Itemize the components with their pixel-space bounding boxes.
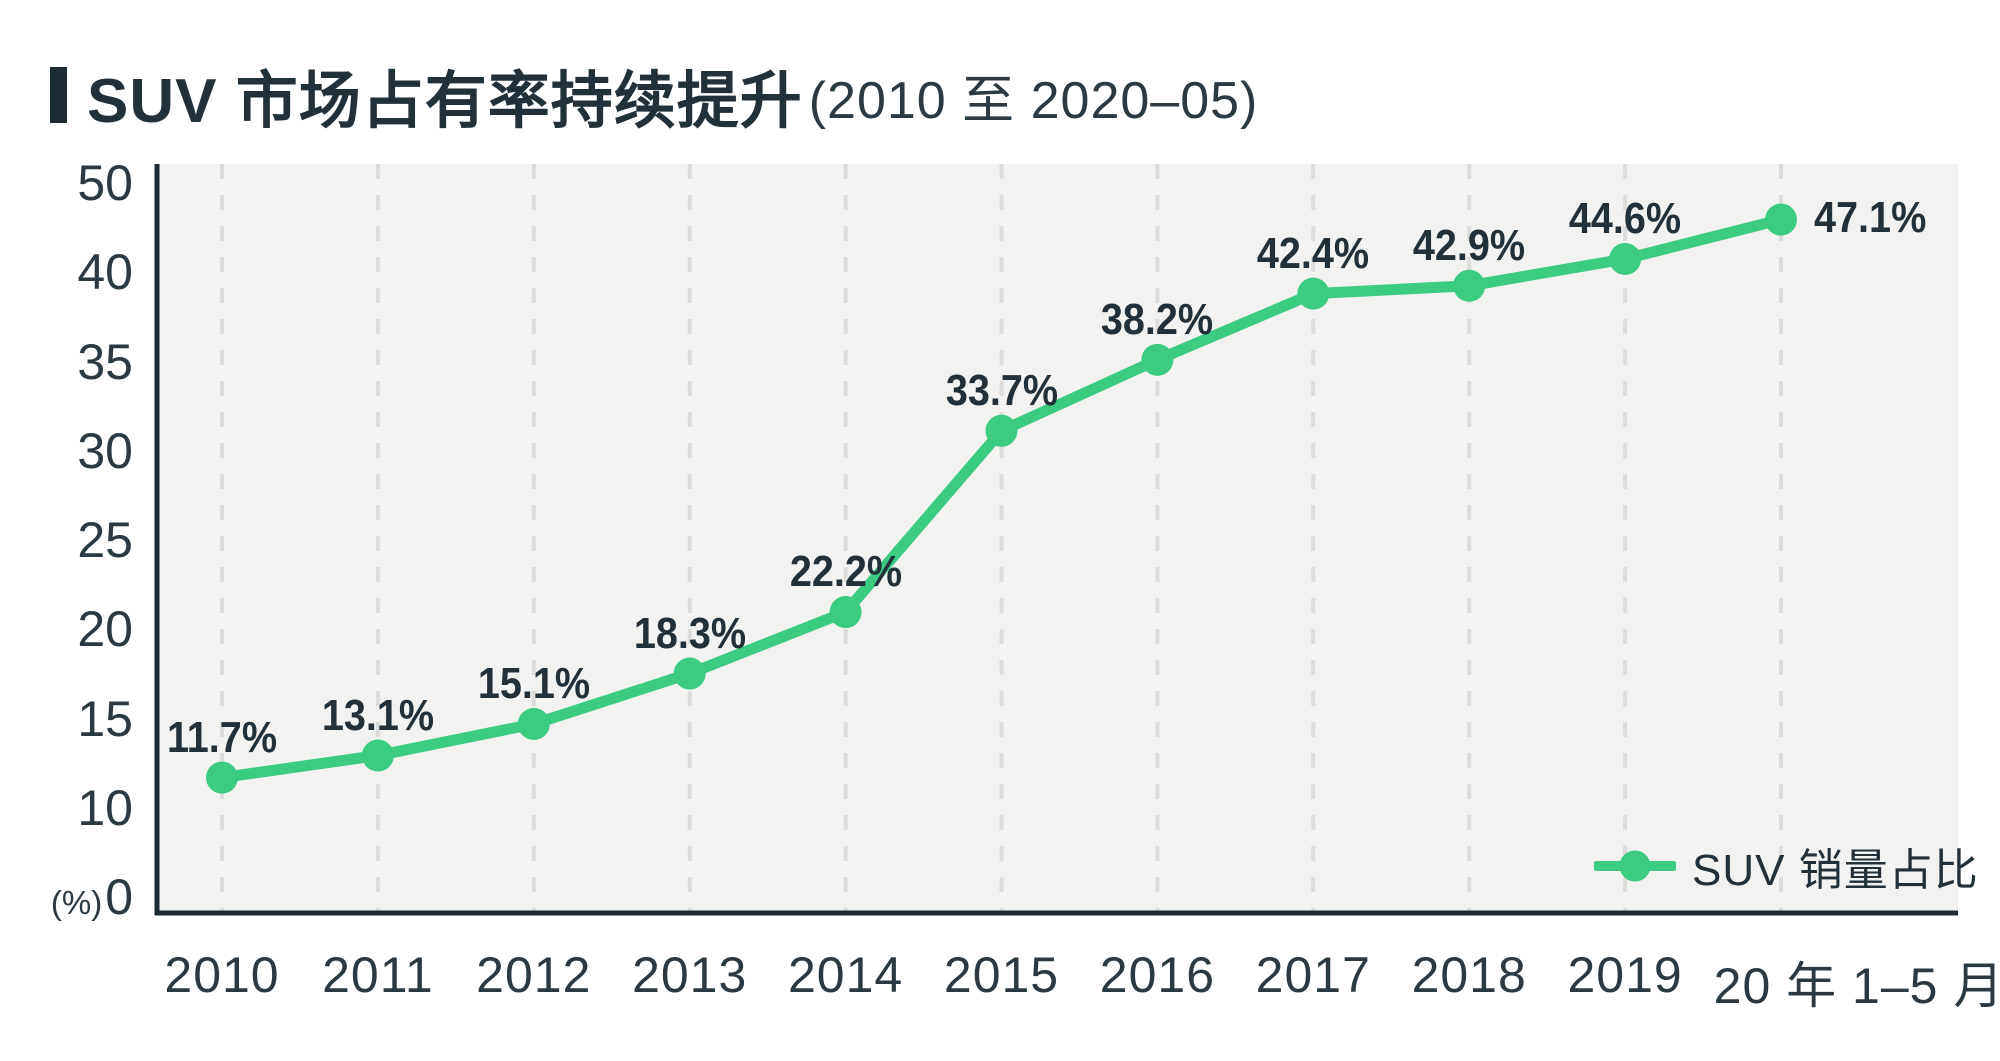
x-tick-label: 2012 <box>476 947 592 1003</box>
data-point <box>1453 269 1486 302</box>
page-subtitle: (2010 至 2020–05) <box>808 71 1259 130</box>
data-point-label: 42.9% <box>1413 220 1526 270</box>
title-accent-bar-icon <box>50 67 67 123</box>
data-point <box>829 596 862 629</box>
legend: SUV 销量占比 <box>1594 834 1979 898</box>
y-tick-label: 25 <box>77 512 133 568</box>
data-point <box>1141 343 1174 376</box>
data-point-label: 47.1% <box>1814 192 1927 242</box>
chart-title-row: SUV 市场占有率持续提升 (2010 至 2020–05) <box>50 50 1258 140</box>
y-tick-label: 30 <box>77 422 133 479</box>
x-tick-label: 2019 <box>1567 947 1683 1003</box>
plot-area <box>157 164 1958 913</box>
x-tick-label: 2011 <box>322 947 434 1003</box>
data-point-label: 15.1% <box>477 658 590 708</box>
legend-label: SUV 销量占比 <box>1692 846 1979 895</box>
data-point-label: 38.2% <box>1101 294 1214 344</box>
y-tick-label: 50 <box>77 155 133 211</box>
x-tick-label: 2014 <box>787 947 904 1003</box>
page-title: SUV 市场占有率持续提升 <box>87 67 803 136</box>
x-tick-label: 2016 <box>1099 947 1216 1003</box>
data-point <box>673 657 706 690</box>
y-tick-label: 15 <box>77 690 133 747</box>
legend-line-marker-icon <box>1594 850 1676 882</box>
x-tick-label: 2015 <box>943 947 1060 1003</box>
x-tick-label: 2017 <box>1255 947 1371 1003</box>
data-point <box>985 414 1018 447</box>
x-tick-label: 2018 <box>1411 947 1527 1003</box>
x-tick-label: 20 年 1–5 月 <box>1713 958 2000 1014</box>
y-axis-unit: (%) <box>50 884 103 921</box>
data-point-label: 33.7% <box>945 365 1058 415</box>
x-tick-label: 2013 <box>632 947 748 1003</box>
data-point <box>206 761 238 794</box>
data-point-label: 13.1% <box>321 690 435 740</box>
y-tick-label: 20 <box>77 601 133 658</box>
data-point <box>361 739 394 772</box>
x-tick-label: 2010 <box>164 947 280 1003</box>
data-point-label: 42.4% <box>1257 228 1370 278</box>
data-point-label: 44.6% <box>1568 193 1682 243</box>
y-tick-label: (%)0 <box>50 869 133 925</box>
data-point-label: 18.3% <box>633 608 746 658</box>
data-point-label: 11.7% <box>166 712 278 762</box>
data-point <box>517 707 550 740</box>
y-tick-label: 40 <box>77 244 133 301</box>
y-tick-label: 10 <box>77 779 133 836</box>
data-point-label: 22.2% <box>789 547 902 597</box>
data-point <box>1609 242 1642 275</box>
data-point <box>1765 203 1797 236</box>
data-point <box>1297 277 1330 310</box>
y-tick-label: 35 <box>77 333 133 390</box>
